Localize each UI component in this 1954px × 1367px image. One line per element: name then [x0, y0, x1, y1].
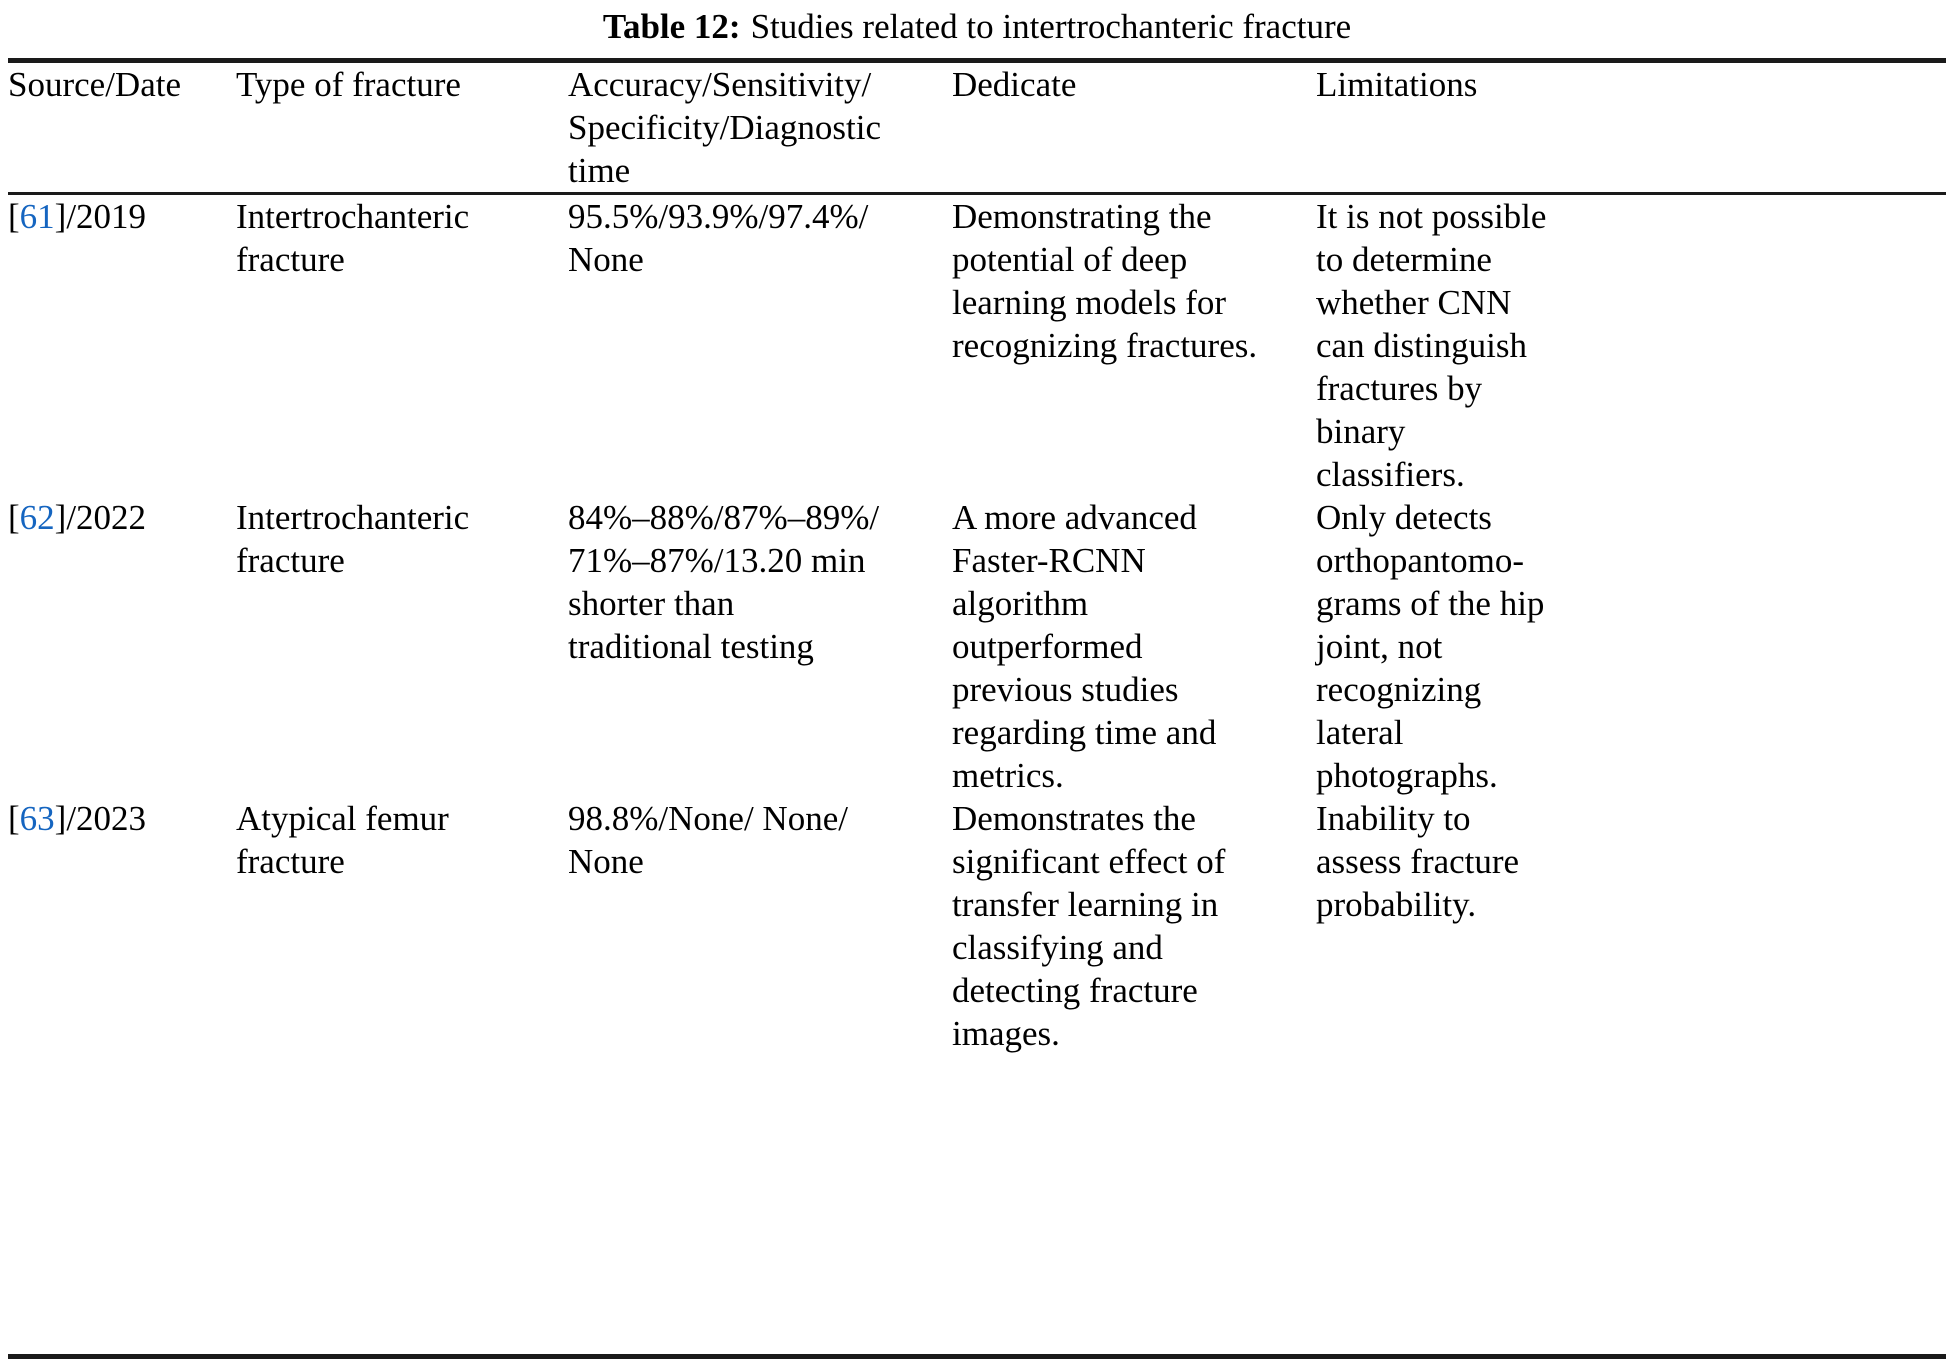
cell-limitations: Only detects orthopantomo- grams of the … — [1316, 496, 1946, 797]
column-header-source-date: Source/Date — [8, 63, 236, 192]
cell-metrics: 84%–88%/87%–89%/ 71%–87%/13.20 min short… — [568, 496, 952, 797]
citation-bracket-open: [ — [8, 197, 20, 236]
cell-metrics-text: 95.5%/93.9%/97.4%/ None — [568, 197, 869, 279]
cell-type-of-fracture: Intertrochanteric fracture — [236, 195, 568, 496]
column-header-limitations-label: Limitations — [1316, 65, 1478, 104]
cell-type-of-fracture-text: Intertrochanteric fracture — [236, 197, 470, 279]
table-header-row: Source/Date Type of fracture Accuracy/Se… — [8, 63, 1946, 192]
table-header: Source/Date Type of fracture Accuracy/Se… — [8, 63, 1946, 192]
table-row: [61]/2019 Intertrochanteric fracture 95.… — [8, 195, 1946, 496]
cell-source-date-text: /2022 — [66, 498, 147, 537]
cell-metrics: 95.5%/93.9%/97.4%/ None — [568, 195, 952, 496]
cell-type-of-fracture-text: Atypical femur fracture — [236, 799, 449, 881]
table-header-rule — [8, 192, 1946, 195]
table-bottom-rule — [8, 1354, 1946, 1359]
cell-type-of-fracture-text: Intertrochanteric fracture — [236, 498, 470, 580]
cell-source-date: [63]/2023 — [8, 797, 236, 1065]
cell-dedicate: Demonstrating the potential of deep lear… — [952, 195, 1316, 496]
cell-limitations: Inability to assess fracture probability… — [1316, 797, 1946, 1065]
cell-limitations-text: Only detects orthopantomo- grams of the … — [1316, 498, 1545, 795]
citation-bracket-close: ] — [54, 799, 67, 838]
column-header-metrics: Accuracy/Sensitivity/ Specificity/Diagno… — [568, 63, 952, 192]
column-header-dedicate-label: Dedicate — [952, 65, 1077, 104]
cell-source-date: [62]/2022 — [8, 496, 236, 797]
column-header-type-of-fracture: Type of fracture — [236, 63, 568, 192]
cell-source-date-text: /2019 — [66, 197, 147, 236]
studies-table-body: [61]/2019 Intertrochanteric fracture 95.… — [8, 195, 1946, 1065]
citation-link-63[interactable]: 63 — [19, 799, 55, 838]
citation-bracket-open: [ — [8, 799, 20, 838]
citation-bracket-close: ] — [54, 197, 67, 236]
citation-bracket-open: [ — [8, 498, 20, 537]
cell-limitations-text: Inability to assess fracture probability… — [1316, 799, 1520, 924]
table-body: [61]/2019 Intertrochanteric fracture 95.… — [8, 195, 1946, 1065]
cell-dedicate-text: Demonstrating the potential of deep lear… — [952, 197, 1258, 365]
citation-link-61[interactable]: 61 — [19, 197, 55, 236]
cell-dedicate: A more advanced Faster-RCNN algorithm ou… — [952, 496, 1316, 797]
column-header-metrics-label: Accuracy/Sensitivity/ Specificity/Diagno… — [568, 65, 881, 190]
table-row: [63]/2023 Atypical femur fracture 98.8%/… — [8, 797, 1946, 1065]
column-header-limitations: Limitations — [1316, 63, 1946, 192]
cell-metrics-text: 98.8%/None/ None/ None — [568, 799, 848, 881]
citation-link-62[interactable]: 62 — [19, 498, 55, 537]
cell-limitations: It is not possible to determine whether … — [1316, 195, 1946, 496]
table-row: [62]/2022 Intertrochanteric fracture 84%… — [8, 496, 1946, 797]
table-caption: Table 12: Studies related to intertrochan… — [8, 0, 1946, 58]
table-caption-label: Table 12: — [602, 7, 741, 46]
column-header-source-date-label: Source/Date — [8, 65, 181, 104]
studies-table: Source/Date Type of fracture Accuracy/Se… — [8, 63, 1946, 192]
cell-limitations-text: It is not possible to determine whether … — [1316, 197, 1547, 494]
table-caption-text: Studies related to intertrochanteric fra… — [750, 7, 1352, 46]
cell-metrics-text: 84%–88%/87%–89%/ 71%–87%/13.20 min short… — [568, 498, 880, 666]
column-header-dedicate: Dedicate — [952, 63, 1316, 192]
cell-source-date: [61]/2019 — [8, 195, 236, 496]
cell-dedicate: Demonstrates the significant effect of t… — [952, 797, 1316, 1065]
column-header-type-of-fracture-label: Type of fracture — [236, 65, 461, 104]
cell-type-of-fracture: Intertrochanteric fracture — [236, 496, 568, 797]
cell-dedicate-text: Demonstrates the significant effect of t… — [952, 799, 1226, 1053]
cell-dedicate-text: A more advanced Faster-RCNN algorithm ou… — [952, 498, 1217, 795]
cell-type-of-fracture: Atypical femur fracture — [236, 797, 568, 1065]
cell-source-date-text: /2023 — [66, 799, 147, 838]
citation-bracket-close: ] — [54, 498, 67, 537]
cell-metrics: 98.8%/None/ None/ None — [568, 797, 952, 1065]
table-top-rule — [8, 58, 1946, 63]
